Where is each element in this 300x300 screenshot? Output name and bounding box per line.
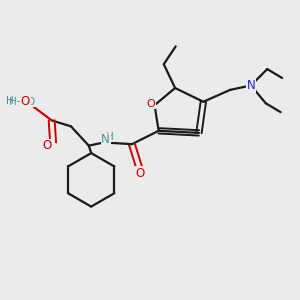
Text: O: O	[136, 167, 145, 180]
Text: H: H	[106, 132, 113, 142]
Text: O: O	[43, 139, 52, 152]
Text: H - O: H - O	[9, 97, 35, 107]
Text: N: N	[247, 79, 255, 92]
Text: N: N	[101, 133, 110, 146]
Text: O: O	[146, 99, 155, 109]
Text: O: O	[21, 94, 30, 108]
Text: H -: H -	[6, 96, 21, 106]
